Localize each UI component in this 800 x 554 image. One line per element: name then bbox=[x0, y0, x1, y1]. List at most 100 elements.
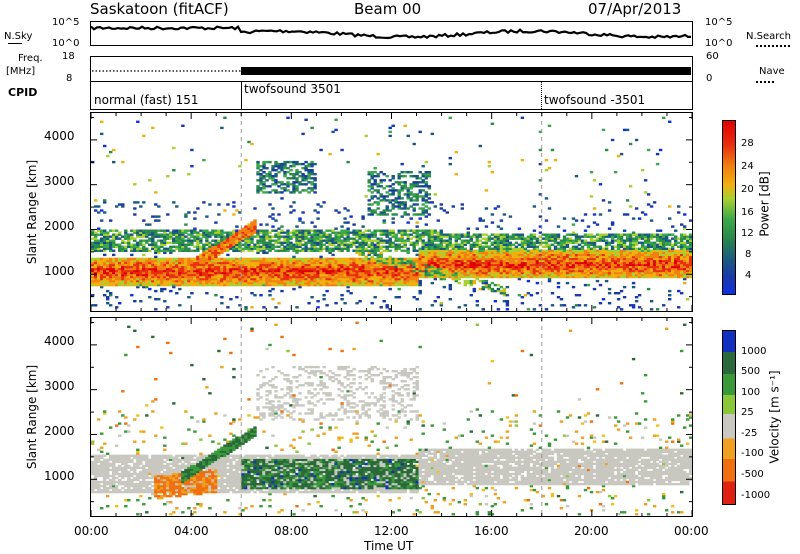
power-cell bbox=[145, 277, 149, 281]
power-cell bbox=[499, 273, 504, 277]
power-cell bbox=[292, 261, 296, 265]
power-cell bbox=[340, 261, 344, 265]
power-cell bbox=[253, 259, 257, 263]
power-cell bbox=[424, 205, 428, 208]
power-cell bbox=[562, 261, 567, 265]
power-cell bbox=[535, 263, 540, 267]
power-cell bbox=[166, 175, 170, 178]
power-cell bbox=[313, 235, 317, 238]
power-cell bbox=[259, 177, 263, 180]
power-cell bbox=[160, 265, 164, 269]
power-cell bbox=[112, 279, 116, 283]
power-cell bbox=[511, 259, 516, 263]
power-cell bbox=[304, 183, 308, 186]
power-cell bbox=[112, 281, 116, 285]
power-cell bbox=[403, 205, 407, 208]
power-cell bbox=[409, 241, 413, 244]
power-cell bbox=[373, 267, 377, 271]
power-cell bbox=[193, 229, 197, 232]
power-cell bbox=[121, 205, 125, 208]
power-cell bbox=[136, 265, 140, 269]
power-cell bbox=[460, 243, 464, 246]
power-cell bbox=[181, 243, 185, 246]
power-cell bbox=[295, 249, 299, 252]
power-cell bbox=[97, 205, 101, 208]
power-cell bbox=[496, 283, 501, 287]
power-cell bbox=[142, 281, 146, 285]
power-cell bbox=[172, 257, 176, 261]
power-cell bbox=[619, 275, 624, 279]
power-cell bbox=[433, 247, 437, 250]
power-cell bbox=[568, 265, 573, 269]
power-cell bbox=[91, 271, 95, 275]
power-cell bbox=[367, 261, 371, 265]
power-cell bbox=[148, 279, 152, 283]
power-cell bbox=[421, 275, 425, 279]
power-cell bbox=[403, 239, 407, 242]
power-cell bbox=[223, 235, 227, 238]
power-cell bbox=[514, 269, 519, 273]
power-cell bbox=[370, 275, 374, 279]
power-cell bbox=[133, 249, 137, 252]
power-cell bbox=[532, 253, 537, 257]
power-cell bbox=[106, 235, 110, 238]
power-cell bbox=[247, 257, 251, 261]
power-cell bbox=[616, 259, 621, 263]
power-cell bbox=[532, 259, 537, 263]
power-cell bbox=[262, 273, 266, 277]
power-cell bbox=[610, 275, 615, 279]
power-cell bbox=[481, 245, 485, 248]
power-cell bbox=[412, 283, 416, 287]
power-cell bbox=[211, 261, 215, 265]
power-cell bbox=[247, 265, 251, 269]
power-cell bbox=[403, 265, 407, 269]
power-cell bbox=[616, 251, 621, 254]
power-cell bbox=[574, 253, 579, 257]
power-cell bbox=[253, 271, 257, 275]
power-cell bbox=[301, 189, 305, 192]
power-cell bbox=[589, 241, 594, 244]
power-cell bbox=[163, 233, 167, 236]
power-cell bbox=[337, 231, 341, 234]
power-cell bbox=[352, 273, 356, 277]
power-cell bbox=[475, 271, 479, 275]
power-cell bbox=[379, 261, 383, 265]
power-cell bbox=[100, 237, 104, 240]
power-cell bbox=[379, 306, 383, 309]
power-cell bbox=[250, 267, 254, 271]
power-cell bbox=[361, 257, 365, 261]
power-cell bbox=[223, 241, 227, 244]
power-cell bbox=[280, 197, 284, 200]
power-cell bbox=[124, 279, 128, 283]
power-cell bbox=[601, 263, 606, 267]
power-cell bbox=[142, 231, 146, 234]
power-cell bbox=[196, 245, 200, 248]
power-cell bbox=[340, 148, 344, 152]
power-cell bbox=[406, 281, 410, 285]
power-cell bbox=[301, 273, 305, 277]
power-cell bbox=[379, 271, 383, 275]
power-cell bbox=[532, 249, 537, 252]
power-cell bbox=[637, 275, 642, 279]
power-cell bbox=[412, 263, 416, 267]
power-cell bbox=[103, 245, 107, 248]
power-cell bbox=[175, 283, 179, 287]
power-cell bbox=[586, 233, 591, 236]
power-cell bbox=[385, 175, 389, 178]
power-cell bbox=[400, 207, 404, 210]
power-cell bbox=[415, 225, 419, 228]
power-cell bbox=[220, 281, 224, 285]
power-cell bbox=[268, 247, 272, 250]
power-cell bbox=[163, 273, 167, 277]
power-cell bbox=[295, 269, 299, 273]
power-cell bbox=[157, 245, 161, 248]
power-cell bbox=[100, 120, 104, 123]
power-cell bbox=[550, 267, 555, 271]
power-cell bbox=[310, 237, 314, 240]
power-cell bbox=[166, 273, 170, 277]
power-cell bbox=[133, 245, 137, 248]
power-cell bbox=[484, 275, 489, 279]
power-cell bbox=[523, 275, 528, 279]
power-cell bbox=[595, 271, 600, 275]
power-cell bbox=[400, 203, 404, 206]
